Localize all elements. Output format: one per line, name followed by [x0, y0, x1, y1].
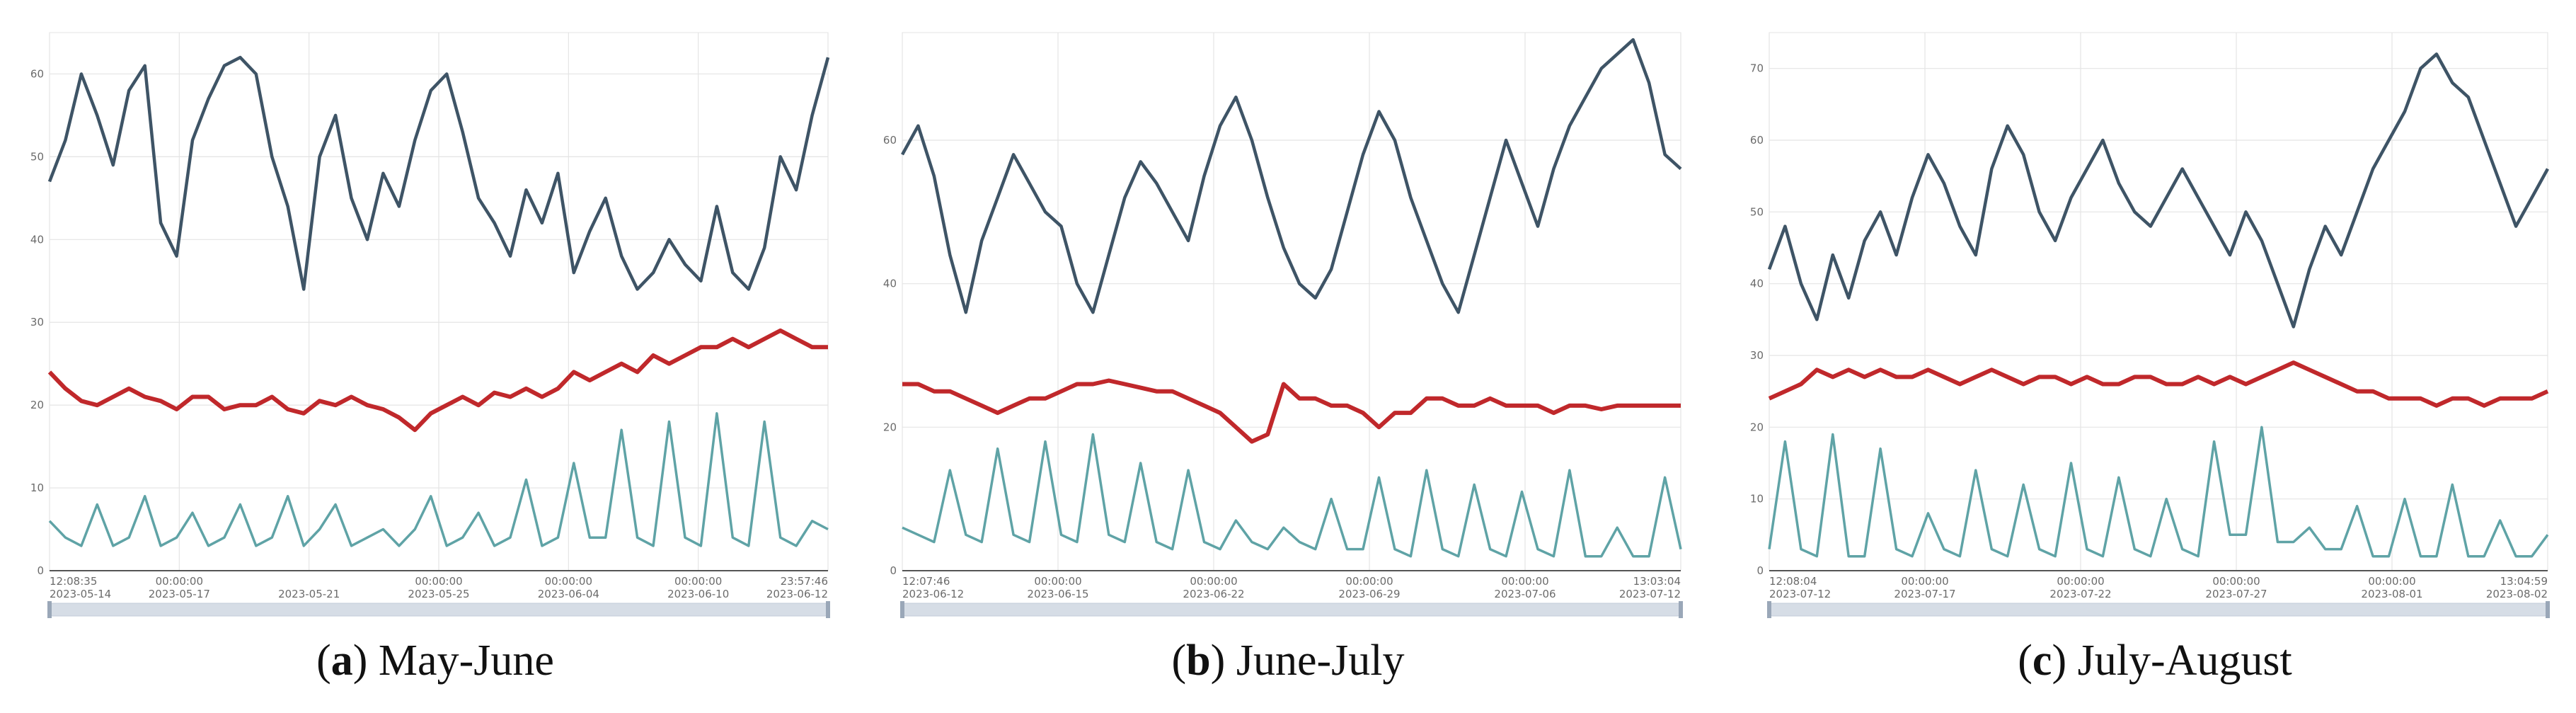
x-tick-date: 2023-07-17: [1894, 588, 1955, 600]
x-tick-date: 2023-07-27: [2205, 588, 2267, 600]
x-tick-time: 00:00:00: [1345, 575, 1393, 588]
x-tick-time: 23:57:46: [781, 575, 828, 588]
series-line-low: [1768, 426, 2549, 558]
x-tick-time: 00:00:00: [2368, 575, 2415, 588]
x-tick-time: 12:08:04: [1769, 575, 1817, 588]
x-tick-date: 2023-07-12: [1769, 588, 1831, 600]
caption-c: (c) July-August: [2018, 637, 2292, 685]
range-slider-handle-left: [900, 601, 904, 618]
x-tick-date: 2023-05-14: [50, 588, 111, 600]
x-tick-date: 2023-05-17: [149, 588, 210, 600]
range-slider-handle-left: [1767, 601, 1771, 618]
y-tick-label: 50: [1750, 205, 1764, 218]
x-tick-time: 00:00:00: [1901, 575, 1948, 588]
x-tick-time: 00:00:00: [2057, 575, 2104, 588]
x-tick-time: 00:00:00: [1034, 575, 1081, 588]
x-tick-date: 2023-05-21: [278, 588, 340, 600]
caption-text: May-June: [367, 637, 554, 685]
chart-panel-c: 0 10 20 30 40 50 60 70 12:08:04 2023-07-12 00:00:0…: [1741, 25, 2569, 618]
y-tick-label: 70: [1750, 62, 1764, 75]
chart-a: 010203040506012:08:352023-05-1400:00:002…: [30, 32, 830, 618]
series-line-high: [1767, 52, 2549, 329]
y-tick-label: 0: [37, 564, 44, 577]
series-line-high: [901, 38, 1682, 314]
x-tick-date: 2023-06-10: [667, 588, 729, 600]
y-tick-label: 60: [883, 134, 897, 147]
x-tick-time: 00:00:00: [2212, 575, 2260, 588]
range-slider-handle-left: [47, 601, 52, 618]
x-tick-date: 2023-07-22: [2049, 588, 2111, 600]
caption-b: (b) June-July: [1171, 637, 1405, 685]
x-tick-date: 2023-06-22: [1183, 588, 1244, 600]
y-tick-label: 0: [890, 564, 897, 577]
range-slider-handle-right: [826, 601, 830, 618]
y-tick-label: 10: [1750, 493, 1764, 506]
chart-b: 020406012:07:462023-06-1200:00:002023-06…: [883, 32, 1683, 618]
caption-letter: b: [1186, 637, 1211, 685]
series-line-low: [902, 433, 1682, 558]
x-tick-date: 2023-06-12: [902, 588, 964, 600]
caption-letter: a: [330, 637, 353, 685]
y-tick-label: 30: [1750, 349, 1764, 362]
x-tick-time: 00:00:00: [1190, 575, 1237, 588]
x-tick-time: 00:00:00: [156, 575, 203, 588]
series-line-mid: [47, 328, 828, 433]
range-slider-handle-right: [1679, 601, 1683, 618]
range-slider: [902, 603, 1681, 617]
plot-area: [902, 32, 1681, 571]
y-tick-label: 40: [883, 278, 897, 290]
x-tick-time: 12:07:46: [902, 575, 950, 588]
x-tick-date: 2023-06-12: [766, 588, 828, 600]
y-tick-label: 40: [30, 233, 44, 246]
y-tick-label: 50: [30, 150, 44, 163]
x-tick-time: 13:04:59: [2500, 575, 2548, 588]
x-tick-date: 2023-06-29: [1338, 588, 1400, 600]
y-tick-label: 30: [30, 316, 44, 329]
y-tick-label: 60: [30, 67, 44, 80]
chart-panel-b: 0 20 40 60 12:07:46 2023-06-12 00:00:00 2023-06…: [874, 25, 1702, 618]
y-tick-label: 20: [30, 399, 44, 411]
x-tick-date: 2023-05-25: [408, 588, 469, 600]
chart-panel-a: 0 10 20 30 40 50 60 12:08:35 2023-05-14 00:00:00 2…: [21, 25, 849, 618]
x-tick-date: 2023-08-01: [2361, 588, 2422, 600]
series-line-mid: [902, 378, 1681, 444]
x-tick-time: 00:00:00: [674, 575, 722, 588]
x-tick-time: 12:08:35: [50, 575, 97, 588]
y-tick-label: 40: [1750, 278, 1764, 290]
range-slider: [49, 603, 829, 617]
x-tick-time: 13:03:04: [1633, 575, 1681, 588]
y-tick-label: 60: [1750, 134, 1764, 147]
y-tick-label: 20: [1750, 421, 1764, 433]
caption-text: June-July: [1225, 637, 1405, 685]
y-tick-label: 10: [30, 481, 44, 494]
range-slider-handle-right: [2546, 601, 2550, 618]
caption-letter: c: [2032, 637, 2052, 685]
x-tick-time: 00:00:00: [1501, 575, 1548, 588]
x-tick-date: 2023-06-04: [538, 588, 599, 600]
y-tick-label: 0: [1756, 564, 1764, 577]
x-tick-time: 00:00:00: [415, 575, 462, 588]
series-line-low: [48, 412, 829, 547]
range-slider: [1769, 603, 2548, 617]
y-tick-label: 20: [883, 421, 897, 433]
plot-area: [1769, 32, 2548, 571]
series-line-high: [47, 55, 830, 291]
x-tick-date: 2023-08-02: [2486, 588, 2548, 600]
x-tick-date: 2023-07-06: [1494, 588, 1556, 600]
x-tick-date: 2023-06-15: [1027, 588, 1088, 600]
caption-a: (a) May-June: [316, 637, 554, 685]
caption-text: July-August: [2066, 637, 2292, 685]
series-line-mid: [1768, 360, 2549, 408]
x-tick-date: 2023-07-12: [1619, 588, 1681, 600]
x-tick-time: 00:00:00: [545, 575, 592, 588]
